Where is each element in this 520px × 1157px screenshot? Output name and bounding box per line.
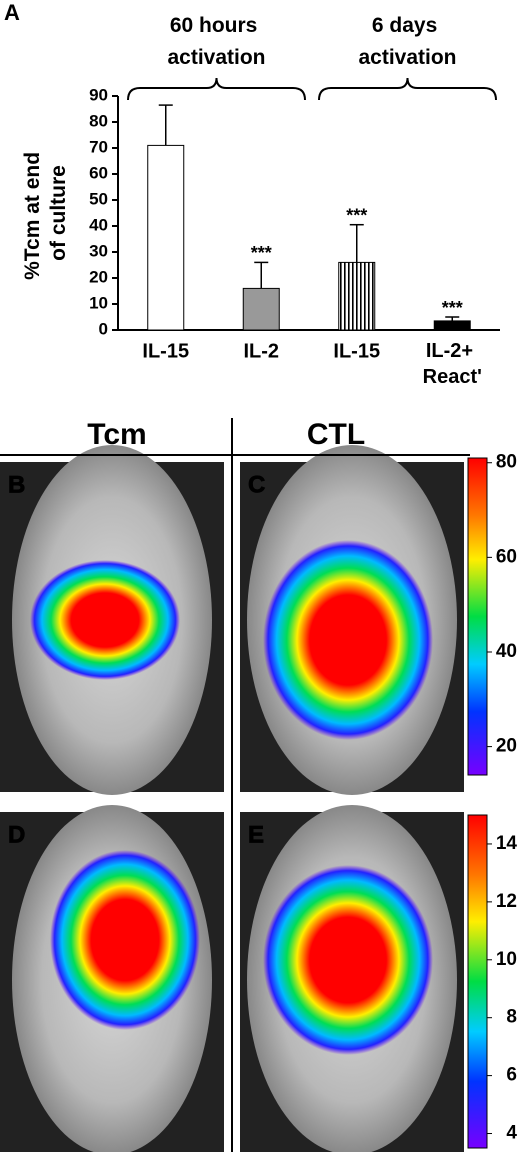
y-tick-label: 20 xyxy=(89,267,108,286)
colorbar-tick-label: 10 xyxy=(496,949,517,970)
colorbar-tick-label: 4 xyxy=(506,1123,517,1144)
panel-label: E xyxy=(248,821,264,848)
bar xyxy=(147,144,185,331)
y-tick-label: 60 xyxy=(89,163,108,182)
signal xyxy=(50,850,200,1030)
x-tick-label: IL-15 xyxy=(333,340,380,362)
significance: *** xyxy=(442,298,463,318)
colorbar xyxy=(467,457,488,776)
y-tick-label: 30 xyxy=(89,241,108,260)
x-tick-label: IL-2 xyxy=(243,340,279,362)
y-tick-label: 10 xyxy=(89,293,108,312)
significance: *** xyxy=(251,243,272,263)
colorbar-tick-label: 20 xyxy=(496,736,517,757)
x-tick-label: IL-15 xyxy=(142,340,189,362)
y-tick-label: 50 xyxy=(89,189,108,208)
y-tick-label: 90 xyxy=(89,85,108,104)
group-brace xyxy=(318,77,497,101)
y-tick-label: 0 xyxy=(99,319,108,338)
colorbar-tick-label: 14 xyxy=(496,833,518,854)
colorbar xyxy=(467,814,488,1149)
signal xyxy=(263,865,433,1055)
significance: *** xyxy=(346,205,367,225)
group-label: 6 days activation xyxy=(358,14,456,69)
signal xyxy=(263,540,433,740)
x-tick-label: IL-2+ React' xyxy=(423,340,482,388)
colorbar-tick-label: 12 xyxy=(496,891,517,912)
y-tick-label: 70 xyxy=(89,137,108,156)
group-brace xyxy=(127,77,306,101)
colorbar-tick-label: 40 xyxy=(496,641,517,662)
column-label: Tcm xyxy=(87,418,146,451)
group-label: 60 hours activation xyxy=(167,14,265,69)
panel-label: D xyxy=(8,821,25,848)
bar xyxy=(433,320,471,331)
colorbar-tick-label: 80 xyxy=(496,452,517,473)
y-tick-label: 40 xyxy=(89,215,108,234)
colorbar-tick-label: 60 xyxy=(496,546,517,567)
image-panels xyxy=(0,418,488,1155)
colorbar-tick-label: 6 xyxy=(506,1065,517,1086)
colorbar-tick-label: 8 xyxy=(506,1007,517,1028)
bar xyxy=(338,261,376,331)
column-label: CTL xyxy=(307,418,365,451)
y-tick-label: 80 xyxy=(89,111,108,130)
signal xyxy=(30,560,180,680)
bar xyxy=(242,287,280,331)
panel-label: A xyxy=(4,0,20,25)
y-axis-label: %Tcm at end of culture xyxy=(21,146,70,280)
panel-label: C xyxy=(248,471,265,498)
panel-label: B xyxy=(8,471,25,498)
